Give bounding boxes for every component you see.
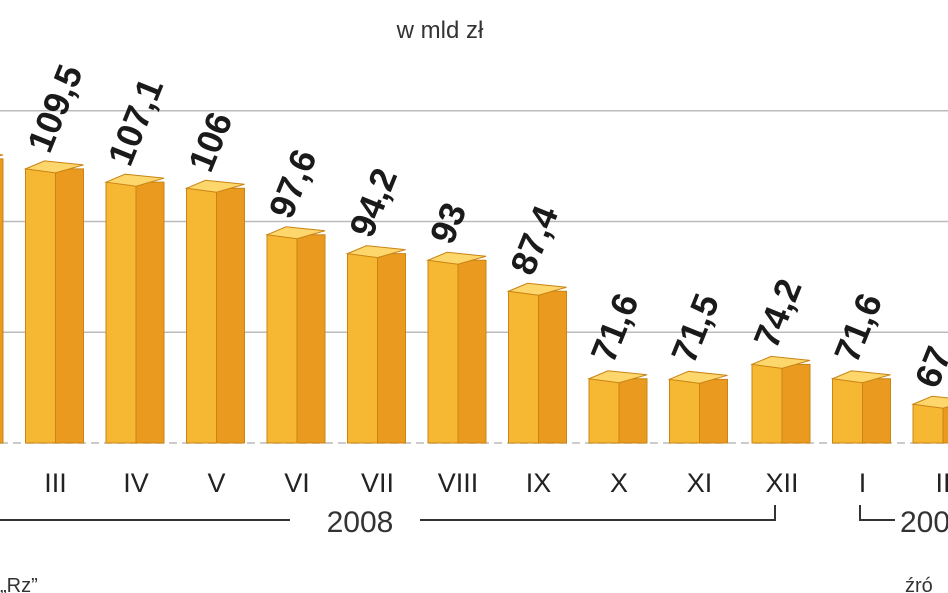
bar bbox=[911, 395, 948, 444]
x-tick-label: XII bbox=[765, 468, 798, 498]
bar-side bbox=[457, 259, 487, 444]
x-tick-label: X bbox=[610, 468, 628, 498]
bar bbox=[830, 370, 891, 444]
bar bbox=[587, 370, 648, 444]
value-label: 97,6 bbox=[260, 143, 324, 223]
value-label: 94,2 bbox=[341, 162, 405, 242]
bar-front bbox=[266, 234, 298, 444]
bar-side bbox=[699, 378, 728, 444]
x-tick-label: VII bbox=[361, 468, 394, 498]
bar-front bbox=[912, 403, 944, 444]
bar-front bbox=[347, 253, 378, 444]
bar-top bbox=[750, 355, 811, 369]
value-label: 67, bbox=[906, 331, 948, 393]
bar bbox=[750, 355, 811, 444]
value-label: 74,2 bbox=[745, 273, 809, 353]
value-label: 71,6 bbox=[582, 287, 646, 367]
plot: ,30III109,5IV107,1V106VI97,6VII94,2VIII9… bbox=[0, 59, 948, 498]
bar bbox=[0, 154, 4, 444]
bar-side bbox=[216, 187, 245, 444]
bar bbox=[104, 173, 165, 444]
bar-top bbox=[587, 370, 648, 384]
year-label: 2008 bbox=[327, 506, 394, 539]
bar-front bbox=[588, 378, 620, 444]
bar-top bbox=[104, 173, 165, 187]
bar-front bbox=[832, 378, 863, 444]
x-tick-label: VI bbox=[284, 468, 310, 498]
bar-top bbox=[830, 370, 891, 384]
bar-front bbox=[427, 259, 459, 444]
bar-side bbox=[0, 158, 4, 444]
year-bg bbox=[290, 505, 420, 539]
bar-front bbox=[105, 181, 137, 444]
bar bbox=[23, 160, 84, 444]
x-tick-label: V bbox=[207, 468, 225, 498]
bar bbox=[667, 370, 728, 444]
value-label: 71,5 bbox=[663, 288, 727, 368]
bar bbox=[265, 226, 326, 444]
value-label: 93 bbox=[421, 197, 474, 249]
bar-top bbox=[667, 370, 728, 384]
x-tick-label: IV bbox=[123, 468, 149, 498]
bar-top bbox=[426, 251, 487, 265]
bar-side bbox=[618, 378, 648, 444]
value-label: 109,5 bbox=[19, 59, 91, 158]
x-tick-label: I bbox=[859, 468, 867, 498]
bar-side bbox=[942, 403, 948, 444]
value-label: 71,6 bbox=[826, 287, 890, 367]
bar bbox=[345, 245, 406, 444]
value-label: 87,4 bbox=[502, 200, 566, 280]
bar-top bbox=[0, 154, 4, 157]
year-label: 200 bbox=[900, 506, 948, 539]
bar-side bbox=[862, 378, 891, 444]
bar-front bbox=[25, 168, 56, 444]
source: źró bbox=[905, 575, 933, 593]
bar-side bbox=[781, 363, 811, 444]
bar-top bbox=[23, 160, 84, 174]
bar bbox=[184, 179, 245, 444]
bar-top bbox=[506, 282, 567, 296]
bar-front bbox=[508, 290, 539, 444]
value-label: 107,1 bbox=[99, 72, 171, 171]
bar-front bbox=[186, 187, 217, 444]
bar-front bbox=[751, 363, 783, 444]
x-tick-label: VIII bbox=[438, 468, 479, 498]
bar-front bbox=[669, 378, 700, 444]
subtitle: w mld zł bbox=[396, 17, 484, 44]
bar-side bbox=[538, 290, 567, 444]
bar bbox=[426, 251, 487, 444]
bar-top bbox=[184, 179, 245, 193]
bar-side bbox=[296, 234, 326, 444]
bar bbox=[506, 282, 567, 444]
x-tick-label: II bbox=[935, 468, 948, 498]
x-tick-label: XI bbox=[687, 468, 713, 498]
credit: „Rz” bbox=[0, 575, 38, 593]
year-bracket bbox=[0, 505, 895, 521]
bar-top bbox=[911, 395, 948, 409]
bar-side bbox=[377, 253, 406, 444]
bar-side bbox=[55, 168, 84, 444]
value-label: 106 bbox=[180, 106, 241, 177]
x-tick-label: IX bbox=[526, 468, 552, 498]
bar-top bbox=[345, 245, 406, 259]
bar-top bbox=[265, 226, 326, 240]
bar-side bbox=[135, 181, 165, 444]
x-tick-label: III bbox=[44, 468, 67, 498]
